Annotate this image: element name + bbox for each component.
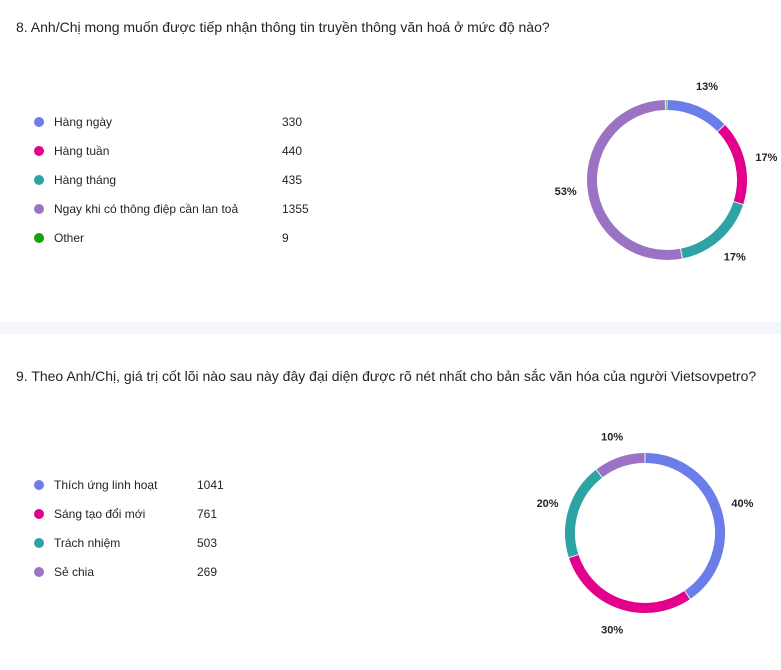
donut-chart: 40% 30% 20% 10%: [537, 431, 754, 637]
slice-percent-label: 53%: [555, 186, 577, 198]
donut-slice: [587, 100, 682, 260]
legend-dot-icon: [34, 117, 44, 127]
question-title: 9. Theo Anh/Chị, giá trị cốt lõi nào sau…: [16, 368, 757, 384]
donut-slice: [569, 554, 690, 613]
question-card: 9. Theo Anh/Chị, giá trị cốt lõi nào sau…: [0, 334, 781, 670]
donut-slice: [680, 201, 743, 259]
donut-slice: [667, 100, 725, 132]
slice-percent-label: 20%: [537, 498, 559, 510]
legend-count: 761: [197, 507, 218, 521]
slice-percent-label: 40%: [731, 498, 753, 510]
legend-label: Hàng tháng: [54, 173, 117, 187]
legend-dot-icon: [34, 146, 44, 156]
legend-count: 330: [282, 115, 303, 129]
legend-label: Sáng tạo đổi mới: [54, 507, 146, 521]
slice-percent-label: 17%: [755, 152, 777, 164]
donut-chart: 13% 17% 17% 53%: [555, 81, 778, 263]
legend-count: 1355: [282, 202, 309, 216]
legend-label: Other: [54, 231, 85, 245]
legend-label: Ngay khi có thông điệp cần lan toả: [54, 202, 239, 216]
legend-count: 9: [282, 231, 289, 245]
slice-percent-label: 10%: [601, 431, 623, 443]
question-card: 8. Anh/Chị mong muốn được tiếp nhận thôn…: [0, 0, 781, 322]
legend-dot-icon: [34, 509, 44, 519]
legend-label: Sẻ chia: [54, 565, 95, 579]
legend-dot-icon: [34, 480, 44, 490]
slice-percent-label: 17%: [724, 251, 746, 263]
legend-count: 440: [282, 144, 303, 158]
legend-count: 269: [197, 565, 218, 579]
slice-percent-label: 30%: [601, 625, 623, 637]
legend-dot-icon: [34, 567, 44, 577]
legend-label: Hàng ngày: [54, 115, 113, 129]
legend-label: Thích ứng linh hoạt: [54, 478, 158, 492]
donut-slice: [645, 453, 725, 599]
donut-slice: [565, 469, 603, 558]
legend-label: Hàng tuần: [54, 144, 110, 158]
legend-dot-icon: [34, 538, 44, 548]
legend-count: 435: [282, 173, 303, 187]
legend-count: 503: [197, 536, 218, 550]
legend-count: 1041: [197, 478, 224, 492]
legend-dot-icon: [34, 175, 44, 185]
slice-percent-label: 13%: [696, 81, 718, 93]
question-title: 8. Anh/Chị mong muốn được tiếp nhận thôn…: [16, 19, 550, 35]
donut-slice: [717, 125, 747, 205]
donut-slice: [596, 453, 645, 478]
legend-dot-icon: [34, 233, 44, 243]
legend-dot-icon: [34, 204, 44, 214]
legend-label: Trách nhiệm: [54, 536, 121, 550]
